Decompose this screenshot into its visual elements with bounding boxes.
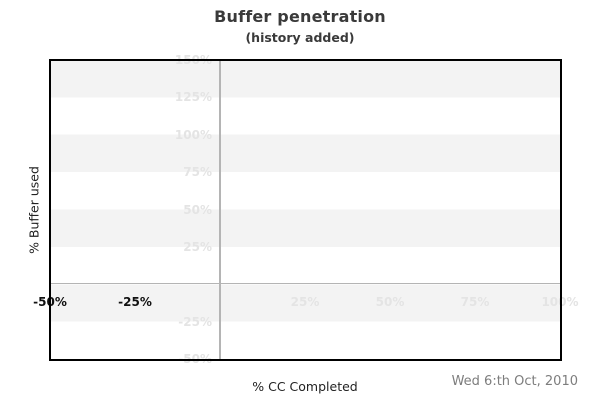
date-label: Wed 6:th Oct, 2010 — [451, 374, 578, 389]
x-tick-25: 25% — [290, 295, 320, 309]
y-axis-title: % Buffer used — [26, 166, 42, 254]
chart-title: Buffer penetration — [214, 7, 386, 26]
y-tick-150: 150% — [174, 53, 212, 67]
x-axis-title: % CC Completed — [252, 379, 358, 394]
y-tick-125: 125% — [174, 90, 212, 105]
zero-line-vertical — [219, 60, 221, 359]
y-tick-75: 75% — [183, 165, 212, 180]
plot-area — [50, 60, 560, 359]
y-tick-100: 100% — [174, 127, 212, 142]
x-tick-100: 100% — [541, 295, 579, 309]
x-tick-75: 75% — [460, 295, 490, 309]
y-tick-25: 25% — [183, 239, 212, 254]
x-tick-50: 50% — [375, 295, 405, 309]
y-tick-neg25: -25% — [178, 314, 212, 329]
zero-line-horizontal — [50, 282, 560, 285]
x-tick-neg25: -25% — [118, 295, 152, 309]
x-tick-neg50: -50% — [33, 295, 67, 309]
y-tick-50: 50% — [183, 202, 212, 217]
y-tick-neg50: -50% — [178, 352, 212, 366]
chart-subtitle: (history added) — [245, 30, 355, 45]
